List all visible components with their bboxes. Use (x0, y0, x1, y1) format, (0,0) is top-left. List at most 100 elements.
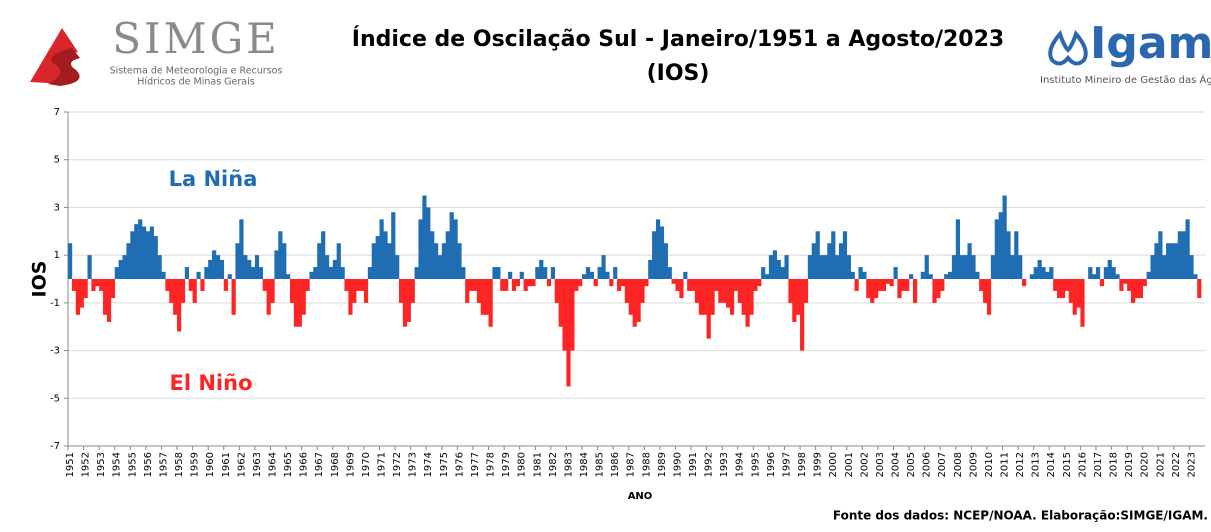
area-segment (165, 279, 170, 291)
area-segment (437, 255, 443, 279)
area-segment (605, 271, 610, 279)
simge-icon-shade (48, 48, 80, 86)
area-segment (254, 255, 260, 279)
area-segment (1150, 255, 1155, 279)
area-segment (1068, 279, 1073, 303)
area-segment (434, 243, 439, 279)
x-tick-label: 1975 (439, 452, 450, 477)
x-tick-label: 2009 (968, 452, 979, 477)
area-segment (1115, 274, 1120, 279)
area-segment (546, 279, 552, 287)
x-tick-label: 1981 (532, 452, 543, 477)
area-segment (87, 255, 92, 279)
area-segment (301, 279, 306, 315)
x-tick-label: 1996 (766, 452, 777, 477)
area-segment (387, 243, 392, 279)
area-segment (1080, 279, 1085, 327)
area-segment (574, 279, 579, 291)
area-segment (430, 231, 435, 279)
x-tick-label: 1951 (65, 452, 76, 477)
area-segment (239, 219, 244, 279)
area-segment (192, 279, 197, 303)
area-segment (457, 243, 462, 279)
area-segment (157, 255, 162, 279)
area-segment (741, 279, 746, 315)
area-segment (348, 279, 353, 315)
area-segment (613, 267, 618, 279)
area-segment (994, 219, 999, 279)
area-segment (687, 279, 692, 291)
x-tick-label: 2000 (828, 452, 839, 477)
area-segment (262, 279, 267, 291)
area-segment (698, 279, 703, 315)
area-segment (243, 255, 248, 279)
igam-wordmark: Igam (1090, 18, 1211, 69)
area-segment (893, 267, 898, 279)
area-segment (258, 267, 263, 279)
area-segment (1169, 243, 1175, 279)
x-tick-label: 1997 (781, 452, 792, 477)
area-segment (103, 279, 108, 315)
area-segment (784, 255, 789, 279)
area-segment (881, 279, 887, 291)
x-tick-label: 1987 (626, 452, 637, 477)
area-segment (406, 279, 411, 322)
area-segment (274, 250, 279, 279)
area-segment (145, 231, 151, 279)
area-segment (324, 255, 330, 279)
area-segment (722, 279, 727, 303)
x-tick-label: 1982 (548, 452, 559, 477)
area-segment (550, 267, 556, 279)
x-tick-label: 1969 (345, 452, 356, 477)
x-tick-label: 1978 (486, 452, 497, 477)
area-segment (118, 259, 123, 279)
area-segment (138, 219, 143, 279)
area-segment (508, 271, 513, 279)
x-tick-label: 2021 (1155, 452, 1166, 477)
area-segment (531, 279, 536, 287)
y-tick-label: 1 (54, 250, 60, 261)
x-tick-label: 1955 (127, 452, 138, 477)
igam-subtitle: Instituto Mineiro de Gestão das Águas (1040, 73, 1211, 86)
area-segment (1138, 279, 1143, 299)
area-segment (177, 279, 182, 332)
area-segment (601, 255, 606, 279)
area-segment (410, 279, 415, 303)
area-segment (75, 279, 80, 315)
x-tick-label: 2003 (875, 452, 886, 477)
area-segment (831, 231, 836, 279)
area-segment (792, 279, 797, 322)
area-segment (874, 279, 879, 299)
area-segment (780, 267, 785, 279)
x-tick-label: 2008 (953, 452, 964, 477)
x-tick-label: 2002 (859, 452, 870, 477)
x-tick-label: 1960 (205, 452, 216, 477)
area-segment (472, 279, 478, 291)
area-segment (496, 267, 501, 279)
area-segment (998, 212, 1003, 279)
area-segment (905, 279, 910, 291)
el-nino-label: El Niño (169, 371, 252, 395)
x-tick-label: 1970 (361, 452, 372, 477)
area-segment (819, 255, 824, 279)
area-segment (694, 279, 700, 303)
area-segment (453, 219, 458, 279)
area-segment (745, 279, 750, 327)
area-segment (130, 231, 135, 279)
area-segment (597, 267, 602, 279)
x-tick-label: 2014 (1046, 452, 1057, 477)
area-segment (519, 271, 524, 279)
x-tick-label: 2005 (906, 452, 917, 477)
simge-wordmark: SIMGE (112, 14, 280, 63)
area-segment (1131, 279, 1136, 303)
area-segment (753, 279, 758, 291)
area-segment (1177, 231, 1182, 279)
area-segment (1060, 279, 1066, 299)
area-segment (644, 279, 649, 287)
area-segment (967, 243, 972, 279)
area-segment (932, 279, 937, 303)
area-segment (1173, 243, 1179, 279)
area-segment (527, 279, 532, 287)
x-tick-label: 1985 (595, 452, 606, 477)
area-segment (1037, 259, 1042, 279)
